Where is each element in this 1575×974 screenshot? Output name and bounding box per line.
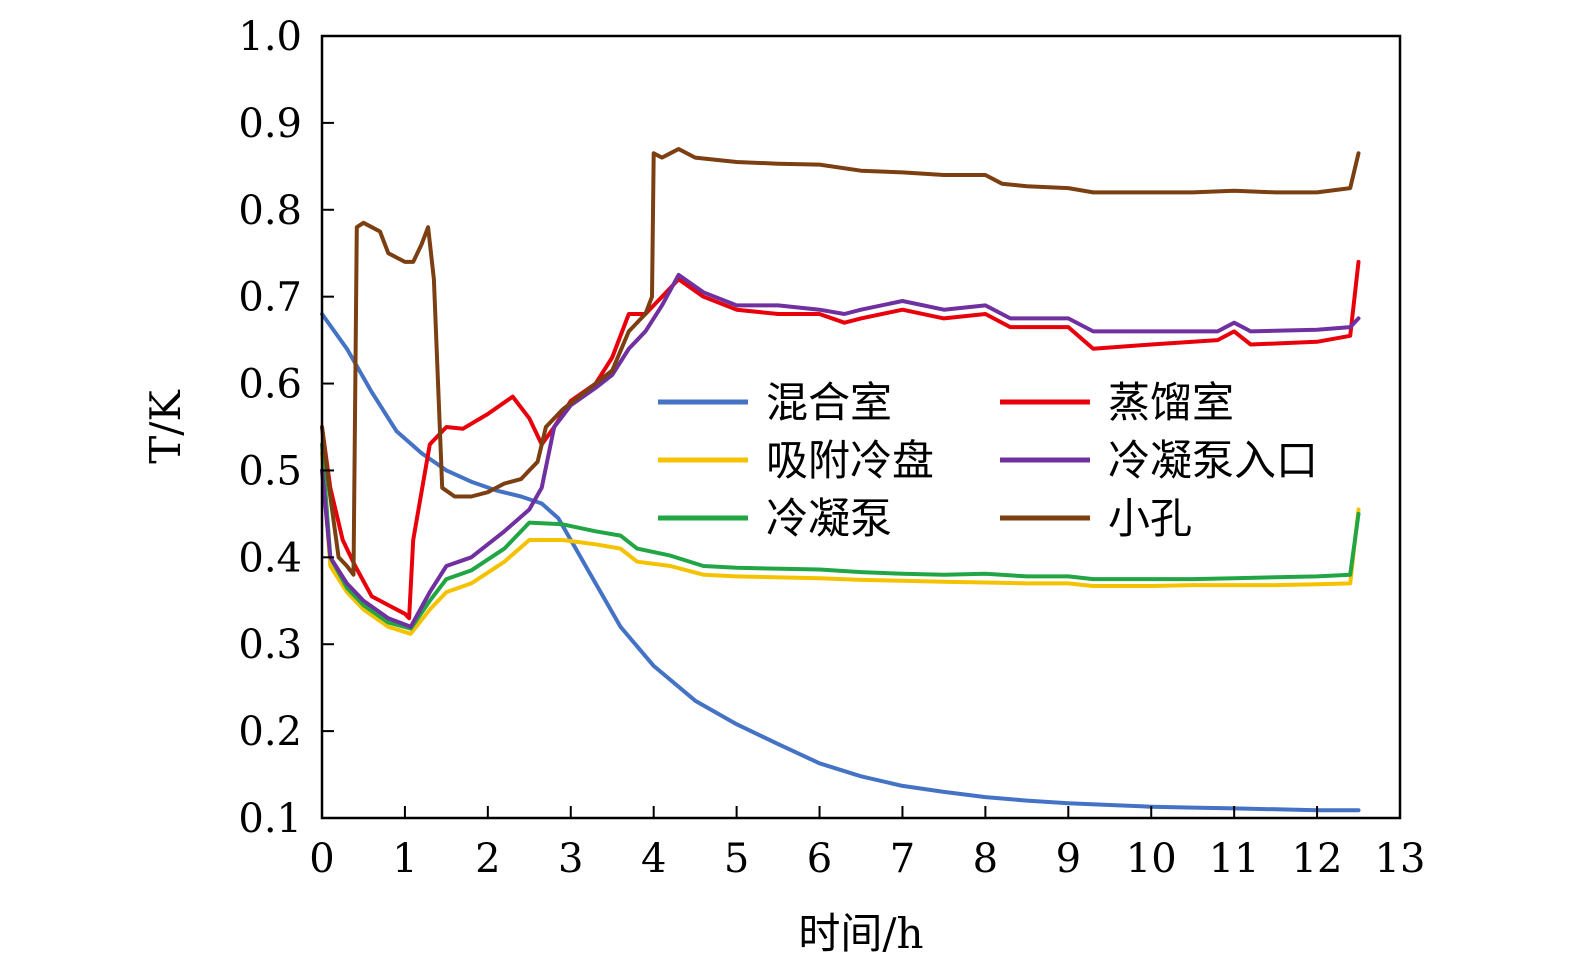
y-ticks: 0.1 0.2 0.3 0.4 0.5 0.6 0.7 0.8 0.9 1.0	[238, 14, 334, 842]
y-tick-label: 0.8	[238, 188, 302, 234]
y-tick-label: 0.2	[238, 709, 302, 755]
x-tick-label: 8	[973, 836, 998, 882]
series-line	[320, 272, 1361, 629]
x-tick-label: 2	[475, 836, 500, 882]
x-tick-label: 5	[724, 836, 749, 882]
y-tick-label: 0.3	[238, 622, 302, 668]
series-line	[320, 451, 1361, 636]
legend-label: 蒸馏室	[1108, 378, 1234, 427]
series-line	[320, 312, 1361, 813]
x-ticks: 0 1 2 3 4 5 6 7 8 9 10 11 12 13	[309, 806, 1425, 882]
y-tick-label: 0.9	[238, 101, 302, 147]
x-tick-label: 1	[392, 836, 417, 882]
x-tick-label: 12	[1292, 836, 1343, 882]
x-tick-label: 10	[1126, 836, 1177, 882]
x-tick-label: 3	[558, 836, 583, 882]
y-axis-title: T/K	[141, 389, 190, 464]
y-tick-label: 1.0	[238, 14, 302, 60]
series-line	[320, 147, 1361, 577]
y-tick-label: 0.5	[238, 448, 302, 494]
x-tick-label: 11	[1209, 836, 1260, 882]
x-tick-label: 0	[309, 836, 334, 882]
x-tick-label: 13	[1375, 836, 1426, 882]
x-axis-title: 时间/h	[798, 909, 923, 958]
y-tick-label: 0.4	[238, 535, 302, 581]
legend-label: 冷凝泵	[766, 494, 892, 543]
y-tick-label: 0.7	[238, 275, 302, 321]
legend-label: 混合室	[766, 378, 892, 427]
x-tick-label: 7	[890, 836, 915, 882]
y-tick-label: 0.6	[238, 362, 302, 408]
legend-label: 冷凝泵入口	[1108, 436, 1318, 485]
legend-label: 吸附冷盘	[766, 436, 934, 485]
y-tick-label: 0.1	[238, 796, 302, 842]
legend-label: 小孔	[1108, 494, 1192, 543]
plot-lines	[320, 147, 1361, 813]
x-tick-label: 4	[641, 836, 666, 882]
plot-frame	[320, 34, 1402, 820]
x-tick-label: 9	[1056, 836, 1081, 882]
x-tick-label: 6	[807, 836, 832, 882]
